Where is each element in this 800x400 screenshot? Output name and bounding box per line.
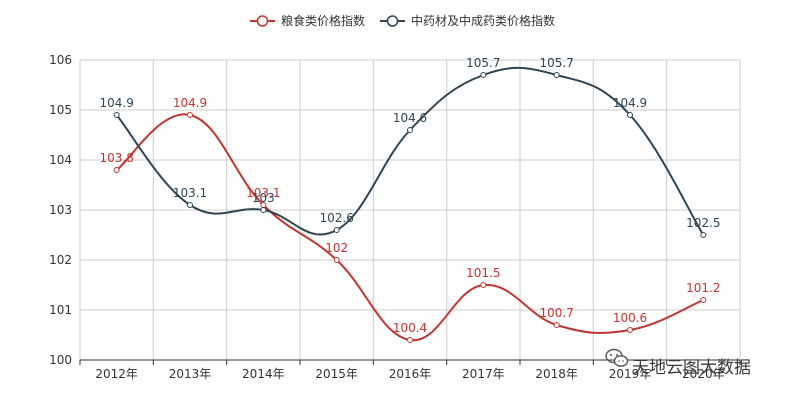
y-tick-label: 105 <box>49 103 72 117</box>
legend-item[interactable]: 粮食类价格指数 <box>250 13 365 28</box>
x-tick-label: 2018年 <box>535 367 578 381</box>
legend: 粮食类价格指数 中药材及中成药类价格指数 <box>250 13 555 28</box>
legend-label: 中药材及中成药类价格指数 <box>411 13 555 28</box>
data-point[interactable] <box>333 257 340 263</box>
x-tick-label: 2019年 <box>609 367 652 381</box>
legend-item[interactable]: 中药材及中成药类价格指数 <box>380 13 555 28</box>
x-tick-label: 2014年 <box>242 367 285 381</box>
data-point[interactable] <box>113 167 120 173</box>
data-label: 101.2 <box>686 281 720 295</box>
y-tick-label: 101 <box>49 303 72 317</box>
data-point[interactable] <box>407 337 413 343</box>
data-point[interactable] <box>480 282 487 288</box>
data-label: 100.6 <box>613 311 647 325</box>
y-tick-label: 102 <box>49 253 72 267</box>
y-tick-label: 103 <box>49 203 72 217</box>
legend-label: 粮食类价格指数 <box>281 13 365 28</box>
data-labels: 103.8 104.9 103.1 102 100.4 101.5 100.7 100.6 10… <box>99 56 720 335</box>
data-label: 104.9 <box>613 96 647 110</box>
data-point[interactable] <box>700 232 707 238</box>
data-label: 102.5 <box>686 216 720 230</box>
data-label: 100.7 <box>539 306 573 320</box>
data-label: 105.7 <box>466 56 500 70</box>
data-label: 104.6 <box>393 111 427 125</box>
legend-marker-icon <box>386 15 399 27</box>
data-label: 104.9 <box>99 96 133 110</box>
series-0 <box>113 112 707 343</box>
data-point[interactable] <box>260 207 267 213</box>
axes: 100 101 102 103 104 105 106 2012年 2013年 2014年 2015… <box>49 53 741 381</box>
data-point[interactable] <box>187 202 193 208</box>
data-point[interactable] <box>700 297 707 303</box>
data-label: 101.5 <box>466 266 500 280</box>
data-point[interactable] <box>407 127 413 133</box>
data-label: 104.9 <box>173 96 207 110</box>
y-tick-label: 104 <box>49 153 72 167</box>
data-point[interactable] <box>627 112 633 118</box>
x-tick-label: 2013年 <box>169 367 212 381</box>
data-point[interactable] <box>187 112 193 118</box>
data-point[interactable] <box>553 322 560 328</box>
data-point[interactable] <box>553 72 560 78</box>
data-point[interactable] <box>333 227 340 233</box>
x-tick-label: 2016年 <box>389 367 432 381</box>
grid <box>79 59 741 361</box>
y-tick-label: 106 <box>49 53 72 67</box>
data-point[interactable] <box>480 72 487 78</box>
data-label: 100.4 <box>393 321 427 335</box>
series-line <box>116 113 704 342</box>
series <box>113 66 707 343</box>
watermark: 天地云图大数据 <box>605 348 751 378</box>
x-tick-label: 2017年 <box>462 367 505 381</box>
data-label: 102.6 <box>319 211 353 225</box>
x-tick-label: 2012年 <box>95 367 138 381</box>
data-label: 103 <box>252 191 275 205</box>
x-tick-label: 2015年 <box>315 367 358 381</box>
data-label: 105.7 <box>539 56 573 70</box>
y-tick-label: 100 <box>49 353 72 367</box>
watermark-text: 天地云图大数据 <box>632 358 751 378</box>
data-point[interactable] <box>113 112 120 118</box>
legend-marker-icon <box>256 15 269 27</box>
data-point[interactable] <box>627 327 633 333</box>
data-label: 103.1 <box>173 186 207 200</box>
x-tick-label: 2020年 <box>682 367 725 381</box>
wechat-icon <box>605 348 629 367</box>
data-label: 102 <box>325 241 348 255</box>
data-label: 103.8 <box>99 151 133 165</box>
series-1 <box>113 66 707 238</box>
data-label: 103.1 <box>246 186 280 200</box>
